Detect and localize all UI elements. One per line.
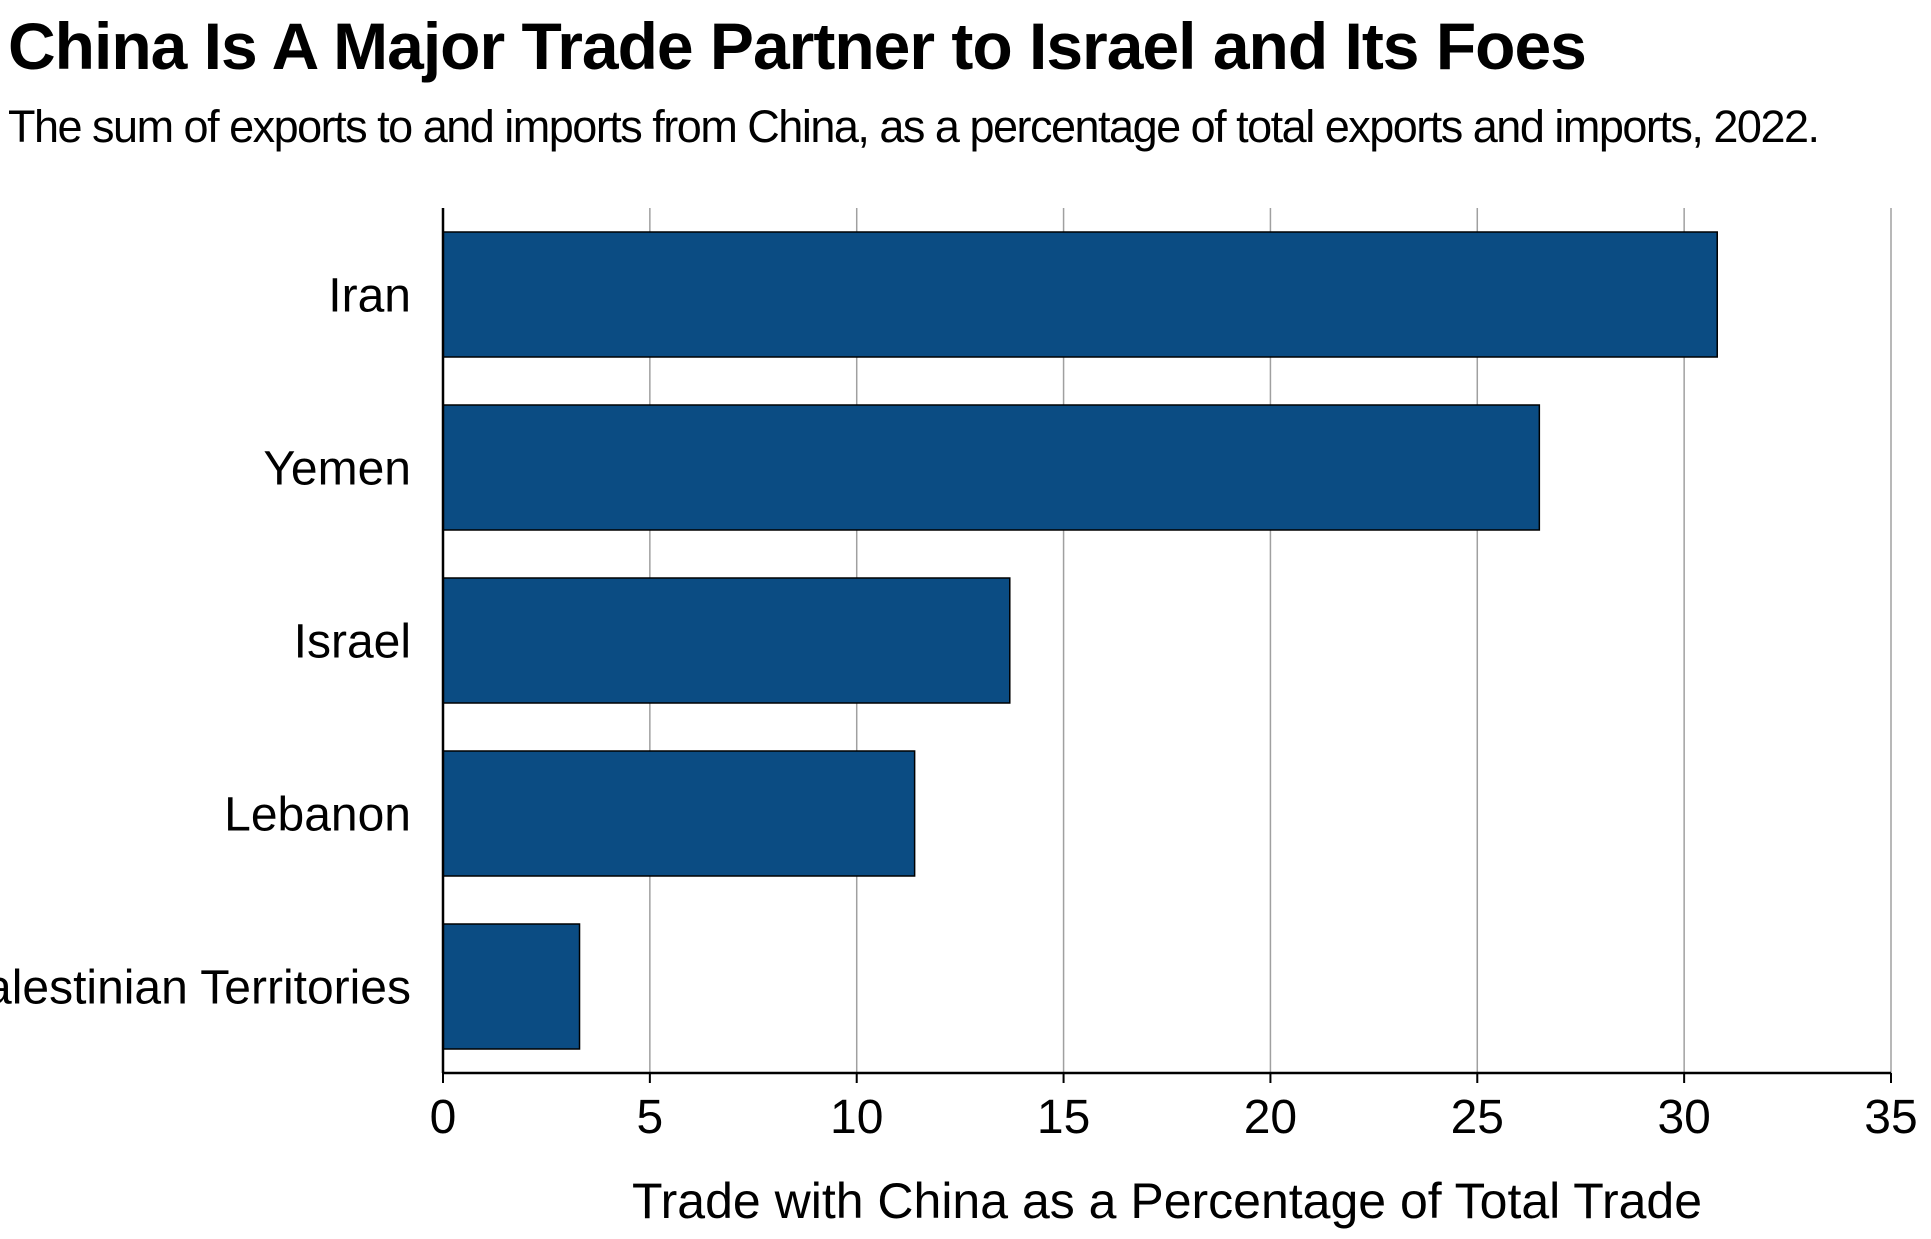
bar-palestinian-territories xyxy=(442,923,581,1050)
category-label: Palestinian Territories xyxy=(0,962,411,1015)
bar-yemen xyxy=(442,404,1541,531)
x-tick-label: 15 xyxy=(1037,1091,1090,1144)
bars xyxy=(442,231,1718,1050)
x-tick-label: 5 xyxy=(637,1091,664,1144)
axes xyxy=(441,208,1892,1083)
chart-subtitle: The sum of exports to and imports from C… xyxy=(8,101,1820,152)
x-tick-label: 35 xyxy=(1864,1091,1917,1144)
category-label: Lebanon xyxy=(224,789,411,842)
x-tick-label: 25 xyxy=(1451,1091,1504,1144)
chart-title: China Is A Major Trade Partner to Israel… xyxy=(8,9,1587,83)
labels: Iran Yemen Israel Lebanon Palestinian Territ… xyxy=(0,270,1918,1230)
bar-israel xyxy=(442,577,1011,704)
category-label: Israel xyxy=(294,616,411,669)
x-tick-label: 30 xyxy=(1657,1091,1710,1144)
category-label: Yemen xyxy=(263,443,411,496)
category-label: Iran xyxy=(328,270,411,323)
x-axis-title: Trade with China as a Percentage of Tota… xyxy=(632,1173,1702,1229)
x-tick-label: 0 xyxy=(430,1091,457,1144)
bar-iran xyxy=(442,231,1718,358)
bar-lebanon xyxy=(442,750,916,877)
x-tick-label: 20 xyxy=(1244,1091,1297,1144)
x-tick-label: 10 xyxy=(830,1091,883,1144)
